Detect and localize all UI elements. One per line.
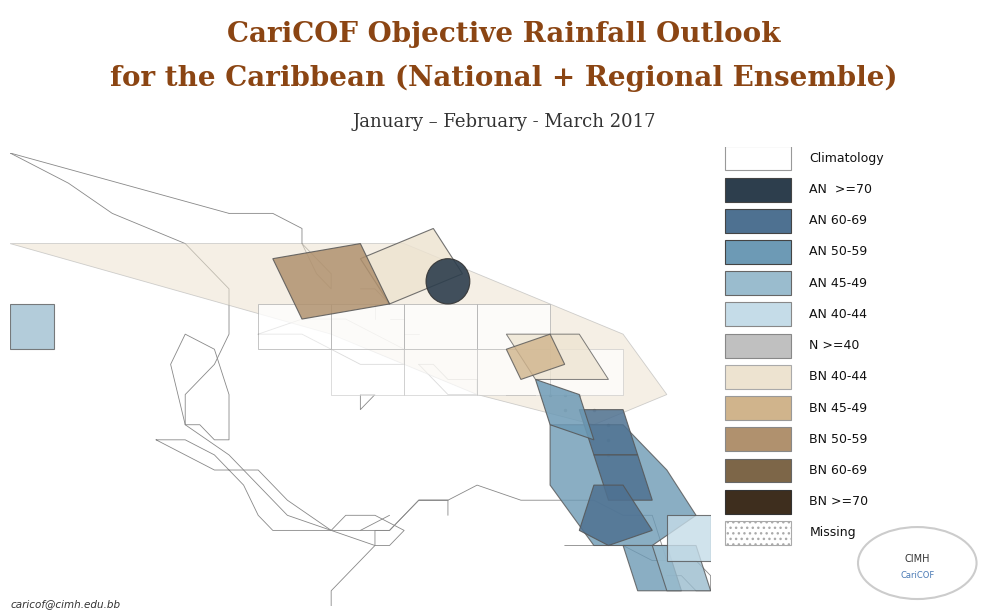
Bar (725, 146, 791, 170)
Text: AN 50-59: AN 50-59 (809, 245, 868, 258)
Text: Climatology: Climatology (809, 152, 884, 165)
Polygon shape (652, 545, 711, 591)
Polygon shape (506, 334, 564, 379)
Bar (725, 427, 791, 451)
Polygon shape (550, 349, 623, 395)
Text: AN 45-49: AN 45-49 (809, 277, 868, 289)
Text: BN 50-59: BN 50-59 (809, 433, 868, 446)
Text: CIMH: CIMH (904, 554, 930, 564)
Polygon shape (535, 379, 594, 440)
Polygon shape (580, 485, 652, 545)
Bar (725, 521, 791, 545)
Polygon shape (477, 349, 550, 395)
Polygon shape (332, 349, 404, 395)
Polygon shape (10, 244, 667, 425)
Bar (725, 302, 791, 326)
Polygon shape (404, 349, 477, 395)
Bar (725, 271, 791, 295)
Circle shape (426, 259, 470, 304)
Bar (725, 177, 791, 201)
Polygon shape (360, 228, 463, 304)
Text: BN >=70: BN >=70 (809, 495, 869, 508)
Text: CariCOF Objective Rainfall Outlook: CariCOF Objective Rainfall Outlook (228, 21, 780, 48)
Polygon shape (623, 545, 681, 591)
Polygon shape (580, 409, 638, 455)
Polygon shape (667, 515, 711, 561)
Polygon shape (594, 455, 652, 500)
Text: January – February - March 2017: January – February - March 2017 (352, 113, 656, 131)
Polygon shape (477, 304, 550, 349)
Text: BN 40-44: BN 40-44 (809, 370, 868, 383)
Text: N >=40: N >=40 (809, 339, 860, 352)
Bar (725, 396, 791, 420)
Text: AN 40-44: AN 40-44 (809, 308, 868, 321)
Text: BN 60-69: BN 60-69 (809, 464, 868, 477)
Text: Missing: Missing (809, 526, 856, 539)
Polygon shape (258, 304, 332, 349)
Bar (725, 490, 791, 513)
Text: AN 60-69: AN 60-69 (809, 214, 868, 227)
Polygon shape (273, 244, 389, 319)
Polygon shape (332, 304, 404, 349)
Polygon shape (506, 334, 609, 379)
Polygon shape (550, 425, 697, 545)
Bar (725, 334, 791, 357)
Text: CariCOF: CariCOF (900, 572, 934, 580)
Polygon shape (404, 304, 477, 349)
Text: AN  >=70: AN >=70 (809, 183, 872, 196)
Bar (725, 365, 791, 389)
Text: caricof@cimh.edu.bb: caricof@cimh.edu.bb (10, 599, 120, 609)
Text: BN 45-49: BN 45-49 (809, 401, 868, 414)
Bar (725, 458, 791, 482)
Bar (725, 240, 791, 264)
Polygon shape (10, 304, 53, 349)
Bar (725, 209, 791, 233)
Text: for the Caribbean (National + Regional Ensemble): for the Caribbean (National + Regional E… (110, 64, 898, 92)
